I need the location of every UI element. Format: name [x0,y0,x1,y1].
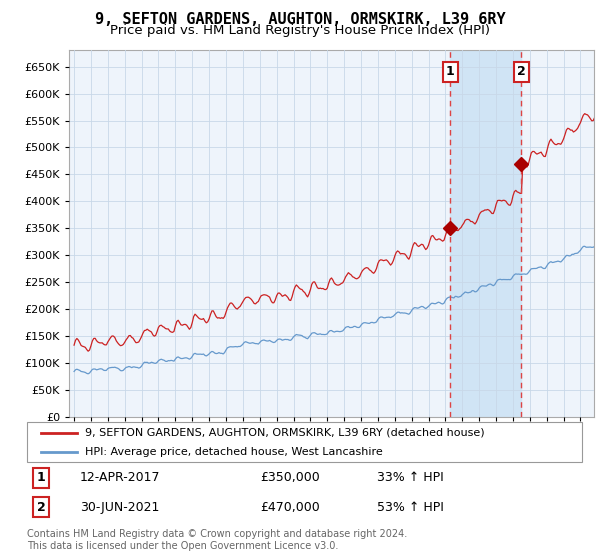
Text: 53% ↑ HPI: 53% ↑ HPI [377,501,443,514]
Text: £470,000: £470,000 [260,501,320,514]
Bar [450,50,521,417]
Text: HPI: Average price, detached house, West Lancashire: HPI: Average price, detached house, West… [85,447,383,457]
Text: £350,000: £350,000 [260,471,320,484]
Text: 33% ↑ HPI: 33% ↑ HPI [377,471,443,484]
Text: Contains HM Land Registry data © Crown copyright and database right 2024.
This d: Contains HM Land Registry data © Crown c… [27,529,407,551]
Text: 2: 2 [37,501,45,514]
Text: 12-APR-2017: 12-APR-2017 [80,471,160,484]
Text: 1: 1 [446,66,455,78]
Text: 9, SEFTON GARDENS, AUGHTON, ORMSKIRK, L39 6RY: 9, SEFTON GARDENS, AUGHTON, ORMSKIRK, L3… [95,12,505,27]
Text: 9, SEFTON GARDENS, AUGHTON, ORMSKIRK, L39 6RY (detached house): 9, SEFTON GARDENS, AUGHTON, ORMSKIRK, L3… [85,428,485,438]
FancyBboxPatch shape [27,422,582,462]
Text: Price paid vs. HM Land Registry's House Price Index (HPI): Price paid vs. HM Land Registry's House … [110,24,490,37]
Text: 30-JUN-2021: 30-JUN-2021 [80,501,159,514]
Text: 1: 1 [37,471,45,484]
Text: 2: 2 [517,66,526,78]
